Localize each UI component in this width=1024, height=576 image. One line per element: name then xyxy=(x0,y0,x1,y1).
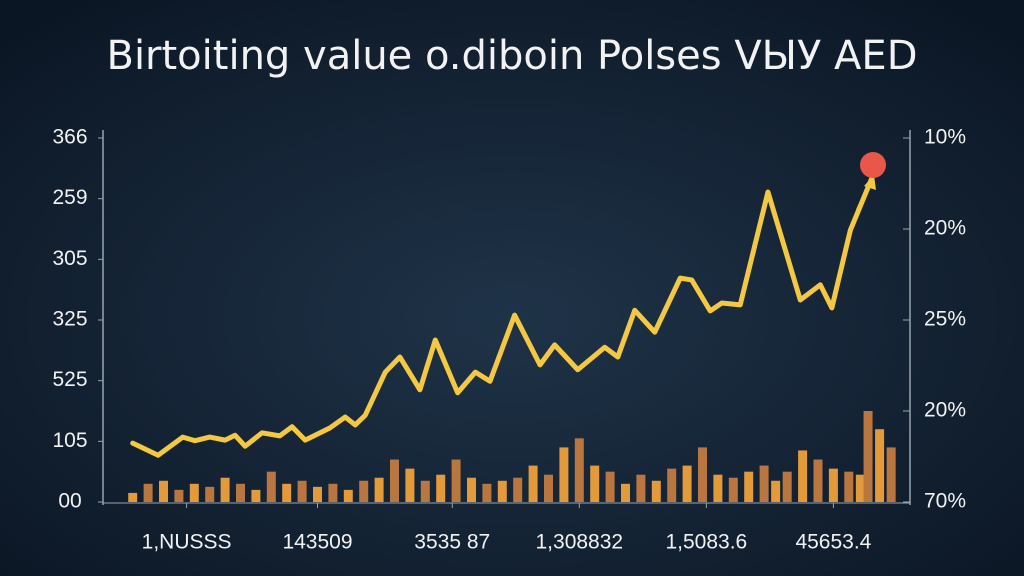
bar xyxy=(590,465,600,502)
bar xyxy=(559,447,569,502)
bar xyxy=(886,447,896,502)
bar xyxy=(713,474,723,502)
y-tick-label: 325 xyxy=(52,308,87,331)
bar xyxy=(343,489,353,502)
x-tick-label: 1,NUSSS xyxy=(142,531,232,554)
bar xyxy=(451,459,461,502)
bar xyxy=(159,480,168,502)
bar xyxy=(390,459,399,502)
bar xyxy=(128,492,138,502)
bar xyxy=(574,438,584,502)
bar xyxy=(698,447,707,502)
bar xyxy=(236,483,245,502)
bar xyxy=(855,474,865,502)
bar xyxy=(844,471,854,502)
bar xyxy=(420,480,430,502)
x-tick-label: 143509 xyxy=(282,531,352,554)
y-tick-label: 366 xyxy=(52,126,87,149)
bar xyxy=(813,459,823,502)
bar xyxy=(467,477,476,502)
bar xyxy=(359,480,369,502)
bar xyxy=(759,465,769,502)
bar xyxy=(636,474,646,502)
bar xyxy=(528,465,538,502)
bar xyxy=(328,483,338,502)
bar xyxy=(313,486,322,502)
bar xyxy=(143,483,153,502)
bar xyxy=(297,480,307,502)
bar xyxy=(875,429,885,502)
x-tick-label: 45653.4 xyxy=(795,531,871,554)
bar xyxy=(205,486,215,502)
bar xyxy=(828,468,838,502)
bar xyxy=(771,480,781,502)
bar xyxy=(651,480,661,502)
chart-title: Birtoiting value o.diboin Polses VЫУ AED xyxy=(107,33,918,79)
y2-tick-label: 70% xyxy=(924,490,966,513)
bar xyxy=(621,483,630,502)
bar xyxy=(251,489,261,502)
line xyxy=(130,175,875,458)
arrow-head xyxy=(864,175,876,190)
bar xyxy=(482,483,492,502)
bar xyxy=(220,477,230,502)
y2-tick-label: 10% xyxy=(924,126,966,149)
highlight-dot xyxy=(860,152,886,178)
y2-tick-label: 20% xyxy=(924,399,966,422)
x-tick-label: 1,308832 xyxy=(536,531,624,554)
bar xyxy=(782,471,792,502)
x-tick-label: 3535 87 xyxy=(414,531,490,554)
y-tick-label: 259 xyxy=(52,186,87,209)
x-tick-label: 1,5083.6 xyxy=(665,531,747,554)
bar xyxy=(682,465,692,502)
bar xyxy=(405,468,415,502)
plot xyxy=(128,175,896,502)
bar xyxy=(605,471,615,502)
bar xyxy=(189,483,199,502)
bar xyxy=(513,477,523,502)
y-tick-label: 105 xyxy=(52,429,87,452)
y2-tick-label: 25% xyxy=(924,308,966,331)
bar xyxy=(744,471,754,502)
bar xyxy=(863,411,873,502)
bar xyxy=(497,480,507,502)
y-tick-label: 525 xyxy=(52,368,87,391)
bar xyxy=(667,468,677,502)
bar xyxy=(282,483,292,502)
y-tick-label: 305 xyxy=(52,247,87,270)
bar xyxy=(174,489,184,502)
bar xyxy=(436,474,446,502)
y-tick-label: 00 xyxy=(58,490,81,513)
bar xyxy=(544,474,553,502)
y2-tick-label: 20% xyxy=(924,217,966,240)
bar xyxy=(798,450,808,502)
bar xyxy=(728,477,738,502)
bar xyxy=(266,471,276,502)
bar xyxy=(374,477,384,502)
